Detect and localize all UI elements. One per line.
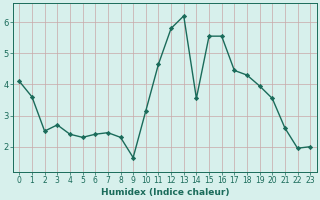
X-axis label: Humidex (Indice chaleur): Humidex (Indice chaleur) [100,188,229,197]
